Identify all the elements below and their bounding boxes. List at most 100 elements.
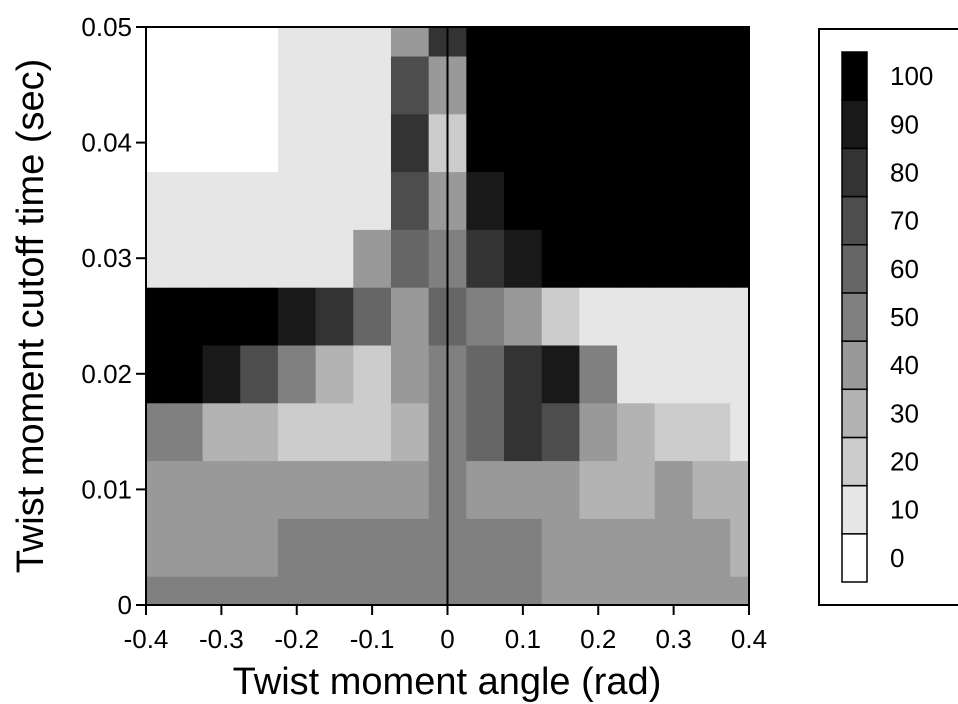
heatmap-cell (617, 113, 656, 173)
heatmap-cell (240, 287, 279, 346)
heatmap-cell (692, 27, 731, 57)
y-tick-label: 0.05 (81, 12, 132, 42)
heatmap-cell (353, 27, 392, 57)
heatmap-cell (277, 171, 317, 230)
colorbar-tick-label: 40 (890, 350, 919, 380)
heatmap-cell (504, 229, 543, 288)
colorbar-tick-label: 70 (890, 206, 919, 236)
heatmap-cell (617, 171, 656, 230)
heatmap-cell (146, 518, 166, 577)
heatmap-cell (164, 171, 204, 230)
heatmap-cell (466, 402, 505, 462)
heatmap-cell (240, 171, 279, 230)
heatmap-cell (504, 113, 543, 173)
heatmap-cell (579, 518, 618, 577)
heatmap-cell (541, 460, 581, 519)
heatmap-cell (390, 460, 430, 519)
heatmap-cell (164, 344, 204, 404)
colorbar-swatch (841, 99, 868, 150)
heatmap-cell (146, 113, 166, 173)
heatmap-cell (202, 518, 241, 577)
heatmap-cell (692, 229, 731, 288)
heatmap-cell (390, 27, 430, 57)
heatmap-cell (315, 27, 354, 57)
heatmap-cell (315, 344, 354, 404)
heatmap-cell (277, 113, 317, 173)
heatmap-cell (466, 460, 505, 519)
heatmap-cell (353, 287, 392, 346)
heatmap-cell (146, 287, 166, 346)
heatmap-cell (353, 576, 392, 605)
heatmap-cell (730, 460, 749, 519)
heatmap-cell (579, 27, 618, 57)
heatmap-cell (654, 344, 694, 404)
heatmap-cell (353, 344, 392, 404)
heatmap-cell (466, 171, 505, 230)
heatmap-cell (466, 344, 505, 404)
heatmap-cell (277, 229, 317, 288)
heatmap-cell (353, 113, 392, 173)
colorbar-swatch (841, 436, 868, 487)
heatmap-cell (692, 287, 731, 346)
colorbar-tick-label: 60 (890, 254, 919, 284)
heatmap-cell (504, 460, 543, 519)
x-tick-label: -0.1 (350, 624, 395, 654)
heatmap-cell (353, 171, 392, 230)
heatmap-cell (579, 576, 618, 605)
heatmap-cell (692, 402, 731, 462)
heatmap-cell (353, 518, 392, 577)
colorbar-swatch (841, 340, 868, 391)
heatmap-cell (466, 287, 505, 346)
heatmap-cell (541, 344, 581, 404)
heatmap-cell (730, 113, 749, 173)
y-axis-label: Twist moment cutoff time (sec) (10, 59, 52, 574)
heatmap-cell (353, 402, 392, 462)
heatmap-cell (654, 518, 694, 577)
heatmap-cell (504, 27, 543, 57)
colorbar-tick-label: 100 (890, 61, 933, 91)
heatmap-cell (692, 171, 731, 230)
heatmap-cell (164, 287, 204, 346)
heatmap-cell (164, 27, 204, 57)
heatmap-cell (315, 518, 354, 577)
heatmap-cell (315, 113, 354, 173)
heatmap-cells (146, 27, 749, 605)
heatmap-cell (164, 113, 204, 173)
heatmap-cell (692, 460, 731, 519)
heatmap-cell (692, 344, 731, 404)
heatmap-cell (390, 229, 430, 288)
heatmap-cell (202, 287, 241, 346)
heatmap-cell (277, 460, 317, 519)
heatmap-cell (315, 402, 354, 462)
colorbar-tick-label: 30 (890, 398, 919, 428)
heatmap-cell (146, 171, 166, 230)
x-axis-label: Twist moment angle (rad) (233, 661, 662, 703)
heatmap-cell (579, 55, 618, 115)
heatmap-cell (541, 287, 581, 346)
heatmap-cell (390, 171, 430, 230)
heatmap-cell (541, 55, 581, 115)
heatmap-cell (146, 229, 166, 288)
colorbar-swatch (841, 533, 868, 583)
y-tick-label: 0.03 (81, 243, 132, 273)
heatmap-cell (202, 402, 241, 462)
heatmap-cell (504, 344, 543, 404)
heatmap-cell (146, 576, 166, 605)
heatmap-cell (579, 171, 618, 230)
colorbar-tick-label: 10 (890, 495, 919, 525)
heatmap-cell (146, 402, 166, 462)
heatmap-cell (541, 518, 581, 577)
heatmap-cell (353, 460, 392, 519)
x-tick-label: 0.2 (580, 624, 616, 654)
heatmap-cell (504, 55, 543, 115)
heatmap-cell (617, 287, 656, 346)
heatmap-cell (164, 55, 204, 115)
heatmap-cell (240, 460, 279, 519)
heatmap-cell (730, 344, 749, 404)
heatmap-cell (146, 344, 166, 404)
heatmap-cell (730, 576, 749, 605)
heatmap-cell (730, 518, 749, 577)
heatmap-cell (277, 27, 317, 57)
heatmap-cell (390, 518, 430, 577)
